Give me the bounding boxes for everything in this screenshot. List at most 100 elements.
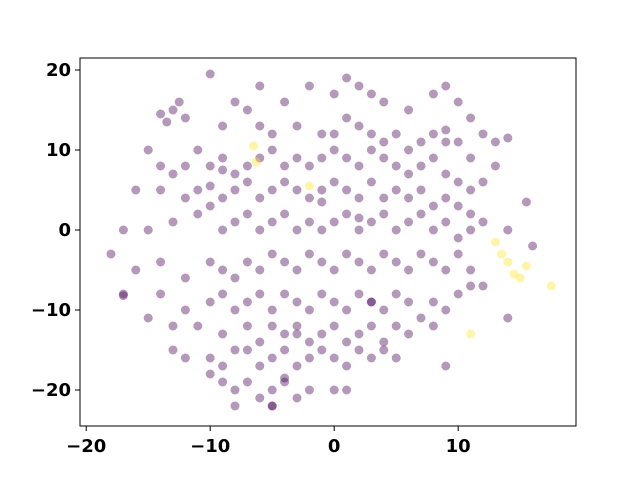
data-point — [304, 193, 314, 203]
data-point — [466, 153, 476, 163]
data-point — [379, 305, 389, 315]
data-point — [366, 145, 376, 155]
data-point — [304, 81, 314, 91]
data-point — [230, 401, 240, 411]
data-point — [280, 161, 290, 171]
data-point — [416, 313, 426, 323]
data-point — [218, 225, 228, 235]
data-point — [280, 377, 290, 387]
data-point — [490, 137, 500, 147]
data-point — [218, 153, 228, 163]
data-point — [267, 129, 277, 139]
data-point — [280, 329, 290, 339]
data-point — [168, 321, 178, 331]
data-point — [317, 197, 327, 207]
data-point — [317, 225, 327, 235]
data-point — [521, 261, 531, 271]
y-axis: −20 −10 0 10 20 — [31, 60, 80, 401]
data-point — [391, 257, 401, 267]
data-point — [317, 129, 327, 139]
data-point — [168, 345, 178, 355]
data-point — [329, 321, 339, 331]
data-point — [441, 193, 451, 203]
data-point — [428, 321, 438, 331]
data-point — [156, 161, 166, 171]
x-tick-label: −10 — [190, 436, 230, 457]
data-point — [503, 225, 513, 235]
data-point — [466, 265, 476, 275]
data-point — [366, 321, 376, 331]
data-point — [428, 129, 438, 139]
data-point — [503, 133, 513, 143]
data-point — [156, 185, 166, 195]
data-point — [267, 185, 277, 195]
data-point — [255, 121, 265, 131]
data-point — [156, 257, 166, 267]
data-point — [428, 201, 438, 211]
data-point — [366, 353, 376, 363]
data-point — [379, 249, 389, 259]
data-point — [205, 69, 215, 79]
data-point — [515, 273, 525, 283]
data-point — [354, 213, 364, 223]
data-point — [342, 249, 352, 259]
data-point — [404, 169, 414, 179]
data-point — [342, 305, 352, 315]
data-point — [366, 177, 376, 187]
data-point — [354, 345, 364, 355]
data-point — [230, 385, 240, 395]
data-point — [342, 385, 352, 395]
data-point — [218, 329, 228, 339]
data-point — [546, 281, 556, 291]
data-point — [180, 273, 190, 283]
data-point — [304, 161, 314, 171]
data-point — [503, 313, 513, 323]
data-point — [255, 393, 265, 403]
data-point — [205, 369, 215, 379]
data-point — [106, 249, 116, 259]
data-point — [366, 89, 376, 99]
data-point — [218, 289, 228, 299]
data-point — [329, 145, 339, 155]
data-point — [354, 193, 364, 203]
data-point — [118, 291, 128, 301]
data-point — [255, 81, 265, 91]
data-point — [490, 237, 500, 247]
data-point — [156, 289, 166, 299]
data-point — [267, 145, 277, 155]
data-point — [391, 129, 401, 139]
data-point — [292, 185, 302, 195]
data-point — [466, 225, 476, 235]
data-point — [118, 225, 128, 235]
data-point — [329, 177, 339, 187]
data-point — [317, 185, 327, 195]
data-point — [292, 393, 302, 403]
data-point — [391, 289, 401, 299]
data-point — [416, 137, 426, 147]
data-point — [453, 201, 463, 211]
data-point — [453, 249, 463, 259]
data-point — [441, 217, 451, 227]
x-tick-label: 10 — [446, 436, 471, 457]
data-point — [342, 113, 352, 123]
data-point — [466, 185, 476, 195]
data-point — [441, 305, 451, 315]
data-point — [292, 361, 302, 371]
data-point — [366, 129, 376, 139]
data-point — [428, 89, 438, 99]
data-point — [242, 177, 252, 187]
data-point — [168, 169, 178, 179]
data-point — [230, 217, 240, 227]
data-point — [466, 281, 476, 291]
data-point — [366, 297, 376, 307]
data-point — [131, 185, 141, 195]
data-point — [354, 289, 364, 299]
data-point — [242, 257, 252, 267]
data-point — [205, 353, 215, 363]
data-point — [304, 249, 314, 259]
points-layer — [106, 69, 556, 411]
data-point — [280, 373, 290, 383]
data-point — [218, 361, 228, 371]
data-point — [205, 297, 215, 307]
